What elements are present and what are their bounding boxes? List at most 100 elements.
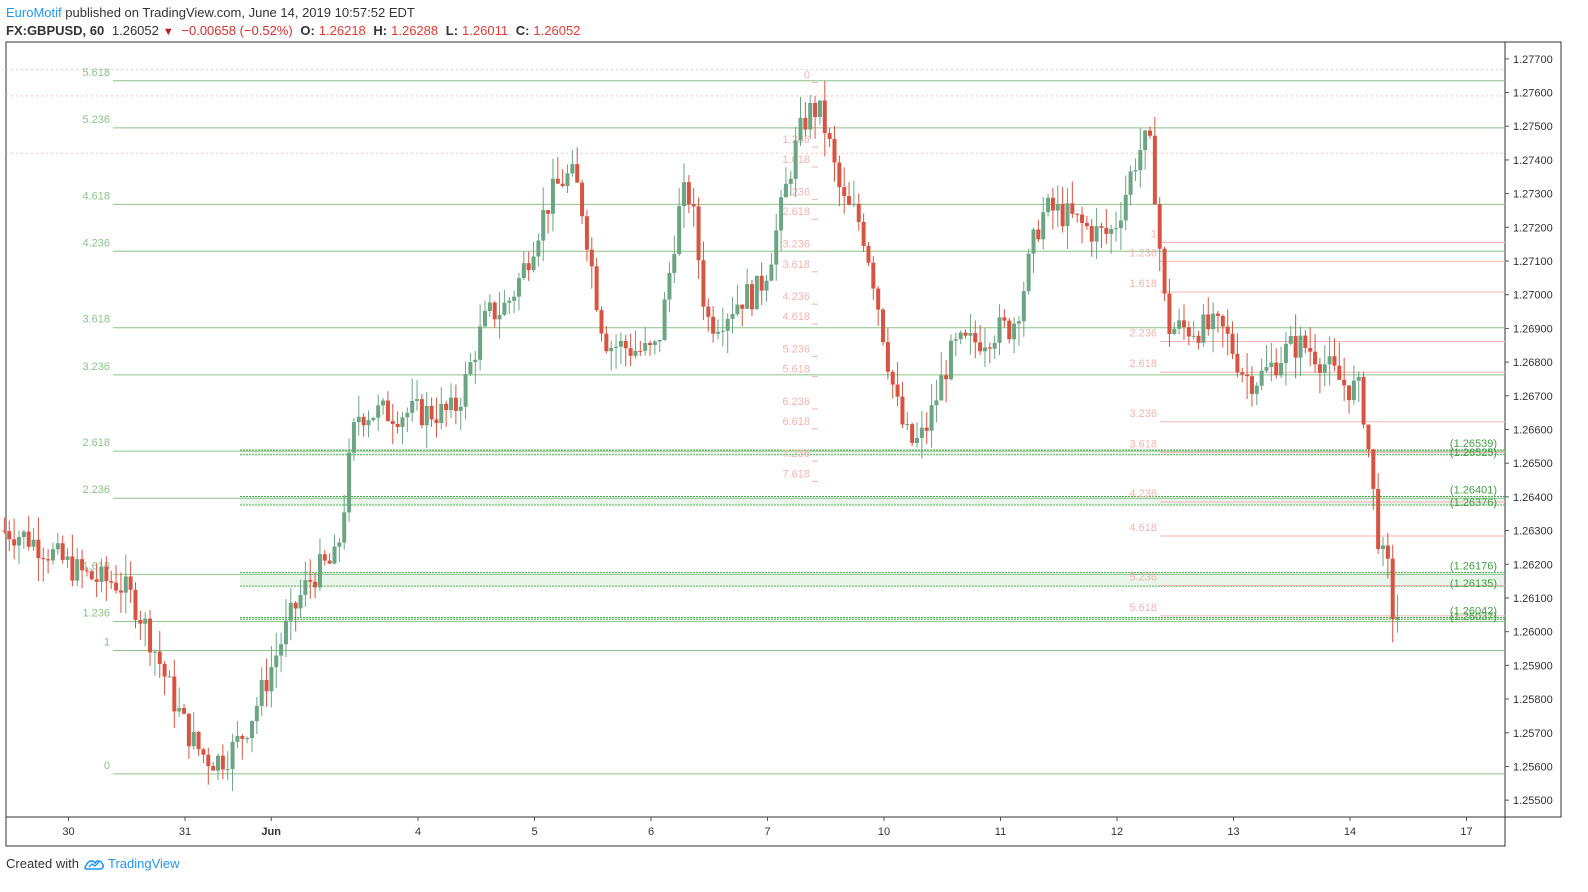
fib-mid-label: 6.618: [782, 416, 810, 428]
candle-down: [1167, 293, 1172, 334]
candle-down: [711, 316, 716, 334]
publish-info: EuroMotif published on TradingView.com, …: [6, 5, 415, 20]
candle-up: [1016, 321, 1021, 324]
candle-up: [1283, 343, 1288, 363]
fib-right-label: 5.236: [1129, 572, 1157, 584]
x-tick-label: 10: [878, 826, 890, 838]
y-tick-label: 1.26100: [1513, 593, 1553, 605]
candle-down: [638, 350, 643, 352]
fib-mid-label: 7.618: [782, 468, 810, 480]
candle-up: [332, 546, 337, 564]
candle-up: [1046, 197, 1051, 213]
candle-down: [361, 416, 366, 426]
candle-up: [783, 183, 788, 198]
candle-up: [245, 738, 250, 740]
candle-up: [1041, 212, 1046, 240]
candle-up: [1114, 228, 1119, 230]
candle-down: [861, 221, 866, 247]
candle-up: [774, 230, 779, 265]
candle-down: [924, 427, 929, 431]
candle-up: [177, 707, 182, 712]
zone-band: [240, 617, 1505, 620]
fib-left-label: 3.618: [82, 314, 110, 326]
candle-down: [1235, 353, 1240, 373]
candle-up: [1279, 362, 1284, 376]
candle-down: [118, 590, 123, 593]
candle-up: [1264, 367, 1269, 371]
candle-up: [953, 339, 958, 341]
zone-top-label: (1.26539): [1450, 438, 1497, 450]
candle-up: [550, 178, 555, 214]
candle-up: [1128, 171, 1133, 195]
candle-down: [837, 162, 842, 188]
candle-down: [1337, 365, 1342, 380]
candle-up: [152, 651, 157, 653]
low-label: L:: [445, 23, 459, 38]
candle-down: [7, 531, 12, 540]
x-tick-label: 11: [995, 826, 1006, 838]
candle-down: [584, 216, 589, 250]
candle-up: [730, 314, 735, 319]
candle-down: [978, 342, 983, 352]
candle-down: [327, 560, 332, 564]
zone-band: [240, 572, 1505, 587]
candle-up: [982, 347, 987, 352]
candle-up: [609, 347, 614, 352]
candle-down: [84, 570, 89, 572]
candle-down: [1230, 333, 1235, 354]
candle-up: [376, 405, 381, 418]
author-link[interactable]: EuroMotif: [6, 5, 62, 20]
candle-up: [191, 732, 196, 747]
fib-left-label: 4.618: [82, 190, 110, 202]
candle-down: [1050, 197, 1055, 211]
candle-down: [12, 539, 17, 546]
candle-down: [546, 210, 551, 214]
fib-left-label: 2.618: [82, 437, 110, 449]
candle-down: [1332, 356, 1337, 366]
candle-up: [1138, 150, 1143, 171]
fib-right-label: 5.618: [1129, 602, 1157, 614]
price-axis[interactable]: [1504, 41, 1562, 818]
candle-up: [798, 117, 803, 141]
candle-up: [618, 340, 623, 347]
zone-bottom-label: (1.26376): [1450, 497, 1497, 509]
candle-down: [1274, 362, 1279, 376]
candle-down: [871, 262, 876, 289]
candle-up: [1211, 313, 1216, 330]
candle-up: [968, 333, 973, 336]
candle-up: [570, 164, 575, 174]
tradingview-brand: TradingView: [107, 856, 180, 871]
candle-up: [283, 620, 288, 645]
candle-up: [735, 304, 740, 315]
candle-down: [1317, 364, 1322, 373]
candle-up: [1201, 314, 1206, 343]
plot-area[interactable]: [5, 41, 1506, 818]
candle-up: [274, 655, 279, 668]
tradingview-logo[interactable]: TradingView: [83, 856, 180, 871]
zone-band: [240, 450, 1505, 455]
candle-up: [531, 256, 536, 271]
y-tick-label: 1.27100: [1513, 256, 1553, 268]
candle-up: [1123, 194, 1128, 221]
y-axis-ticks: 1.27700 1.27600 1.27500 1.27400 1.27300 1.272…: [1505, 54, 1553, 807]
candle-up: [516, 278, 521, 297]
candle-up: [279, 644, 284, 656]
candle-up: [463, 374, 468, 407]
high-label: H:: [373, 23, 388, 38]
candle-down: [560, 183, 565, 187]
candle-up: [662, 299, 667, 341]
candle-down: [182, 707, 187, 714]
time-axis[interactable]: [5, 816, 1506, 847]
y-tick-label: 1.26300: [1513, 526, 1553, 538]
candle-down: [963, 332, 968, 336]
candle-up: [929, 405, 934, 431]
candle-up: [55, 543, 60, 550]
fib-extension-right: 1 1.236 1.618 2.236 2.618 3.236 3.618 4.236 4.61…: [1129, 228, 1505, 617]
x-tick-label: Jun: [261, 826, 281, 838]
candle-down: [628, 348, 633, 356]
candle-down: [759, 275, 764, 291]
candle-down: [196, 732, 201, 750]
candle-up: [31, 539, 36, 547]
y-tick-label: 1.25600: [1513, 761, 1553, 773]
